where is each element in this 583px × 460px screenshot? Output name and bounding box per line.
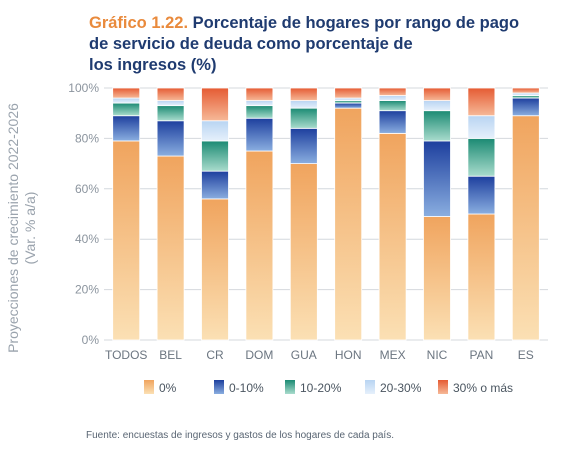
bar-dom-4 [245, 87, 274, 102]
bar-nic-1 [423, 140, 451, 217]
bar-pan-0 [467, 213, 496, 341]
bar-gua-1 [289, 127, 318, 165]
x-tick-label: BEL [159, 348, 182, 362]
bar-pan-3 [467, 115, 496, 139]
x-tick-label: PAN [470, 348, 494, 362]
bar-mex-1 [378, 110, 407, 134]
bar-bel-4 [156, 87, 185, 102]
x-tick-label: HON [335, 348, 362, 362]
bar-dom-2 [245, 105, 274, 119]
bar-bel-0 [156, 155, 185, 341]
legend-swatch-1 [214, 380, 224, 394]
bar-gua-3 [289, 100, 318, 109]
bar-es-4 [511, 87, 540, 94]
x-tick-label: TODOS [105, 348, 147, 362]
bar-dom-1 [245, 117, 274, 152]
x-tick-label: CR [206, 348, 224, 362]
title-text-1: Porcentaje de hogares por rango de pago [192, 14, 520, 32]
bar-todos-2 [112, 102, 141, 117]
bar-nic-2 [423, 110, 451, 142]
legend-swatch-3 [365, 380, 375, 394]
bar-hon-1 [334, 102, 363, 109]
y-tick-label: 100% [68, 81, 99, 95]
legend-swatch-2 [285, 380, 295, 394]
bar-nic-3 [423, 100, 451, 112]
bar-gua-0 [289, 163, 318, 341]
legend-label-3: 20-30% [380, 381, 422, 395]
title-line-1: Gráfico 1.22. Porcentaje de hogares por … [89, 13, 569, 34]
bar-bel-1 [156, 120, 185, 157]
bar-hon-4 [334, 87, 363, 99]
bar-es-0 [511, 115, 540, 341]
bar-cr-2 [201, 140, 229, 172]
legend-label-4: 30% o más [453, 381, 513, 395]
bar-pan-1 [467, 175, 496, 215]
bar-nic-0 [423, 216, 451, 341]
legend-label-1: 0-10% [229, 381, 264, 395]
x-tick-label: GUA [291, 348, 317, 362]
bar-todos-4 [112, 87, 141, 99]
bar-todos-3 [112, 97, 141, 104]
bar-dom-3 [245, 100, 274, 107]
stacked-bar-chart: 0% 20% 40% 60% 80% 100% TODOS BEL CR DOM GUA HON MEX… [68, 81, 548, 395]
y-tick-label: 0% [82, 333, 100, 347]
bar-todos-0 [112, 140, 141, 341]
bar-cr-0 [201, 198, 229, 341]
bar-bel-2 [156, 105, 185, 122]
bar-nic-4 [423, 87, 451, 102]
bar-todos-1 [112, 115, 141, 142]
x-tick-label: DOM [245, 348, 273, 362]
y-tick-label: 40% [75, 232, 99, 246]
bar-pan-2 [467, 137, 496, 177]
x-tick-label: NIC [427, 348, 448, 362]
title-number: Gráfico 1.22. [89, 14, 189, 32]
bar-cr-3 [201, 120, 229, 142]
title-line-3: los ingresos (%) [89, 56, 217, 74]
legend-swatch-0 [144, 380, 154, 394]
y-tick-label: 80% [75, 131, 99, 145]
y-tick-label: 60% [75, 182, 99, 196]
y-tick-label: 20% [75, 283, 99, 297]
bar-hon-0 [334, 107, 363, 341]
bar-cr-1 [201, 170, 229, 200]
bar-pan-4 [467, 87, 496, 117]
x-tick-label: ES [518, 348, 534, 362]
bar-dom-0 [245, 150, 274, 341]
bar-gua-4 [289, 87, 318, 102]
chart-title: Gráfico 1.22. Porcentaje de hogares por … [89, 13, 569, 76]
bar-bel-3 [156, 100, 185, 107]
legend-swatch-4 [438, 380, 448, 394]
bar-es-1 [511, 97, 540, 117]
bar-mex-3 [378, 95, 407, 101]
bar-gua-2 [289, 107, 318, 129]
legend-label-0: 0% [159, 381, 177, 395]
bar-mex-0 [378, 132, 407, 341]
bar-mex-2 [378, 100, 407, 112]
bar-mex-4 [378, 87, 407, 96]
bar-cr-4 [201, 87, 229, 122]
x-tick-label: MEX [380, 348, 406, 362]
source-note: Fuente: encuestas de ingresos y gastos d… [86, 430, 394, 441]
legend-label-2: 10-20% [300, 381, 342, 395]
title-line-2: de servicio de deuda como porcentaje de [89, 35, 413, 53]
